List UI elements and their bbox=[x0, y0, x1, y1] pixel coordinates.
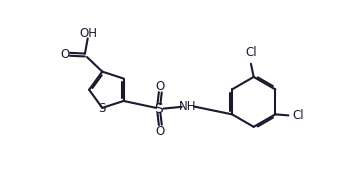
Text: S: S bbox=[155, 102, 163, 116]
Text: S: S bbox=[98, 102, 106, 115]
Text: O: O bbox=[60, 48, 70, 61]
Text: OH: OH bbox=[79, 27, 97, 40]
Text: Cl: Cl bbox=[293, 109, 304, 122]
Text: O: O bbox=[156, 125, 165, 138]
Text: O: O bbox=[156, 79, 165, 93]
Text: Cl: Cl bbox=[245, 46, 257, 59]
Text: NH: NH bbox=[179, 100, 196, 113]
